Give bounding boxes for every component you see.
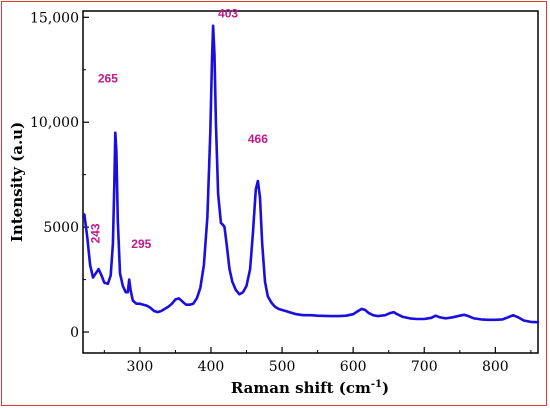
x-tick-label: 800 xyxy=(482,359,509,375)
x-axis: 300 400 500 600 700 800 xyxy=(103,347,532,375)
x-axis-title-superscript: -1 xyxy=(371,379,382,390)
x-tick-label: 700 xyxy=(411,359,438,375)
x-tick-label: 300 xyxy=(127,359,154,375)
peak-annotations: 243 265 295 403 466 xyxy=(88,6,268,251)
x-tick-label: 500 xyxy=(269,359,296,375)
y-tick-label: 10,000 xyxy=(30,115,79,131)
series-layer xyxy=(83,24,540,324)
plot-border xyxy=(82,10,539,354)
y-axis: 0 5000 10,000 15,000 xyxy=(30,10,89,341)
y-tick-label: 15,000 xyxy=(30,10,79,26)
y-tick-label: 0 xyxy=(70,325,79,341)
x-axis-title-close: ) xyxy=(382,379,389,397)
x-tick-label: 600 xyxy=(340,359,367,375)
y-axis-title: Intensity (a.u) xyxy=(8,122,26,242)
peak-label-265: 265 xyxy=(98,71,118,85)
peak-label-403: 403 xyxy=(218,6,238,20)
peak-label-466: 466 xyxy=(248,132,268,146)
spectrum-line xyxy=(83,24,540,324)
y-tick-label: 5000 xyxy=(43,220,79,236)
plot-area xyxy=(82,10,539,354)
x-axis-title-main: Raman shift (cm xyxy=(231,379,371,397)
x-tick-label: 400 xyxy=(198,359,225,375)
peak-label-295: 295 xyxy=(131,237,151,251)
x-axis-title: Raman shift (cm-1) xyxy=(231,379,389,397)
peak-label-243: 243 xyxy=(88,223,102,243)
